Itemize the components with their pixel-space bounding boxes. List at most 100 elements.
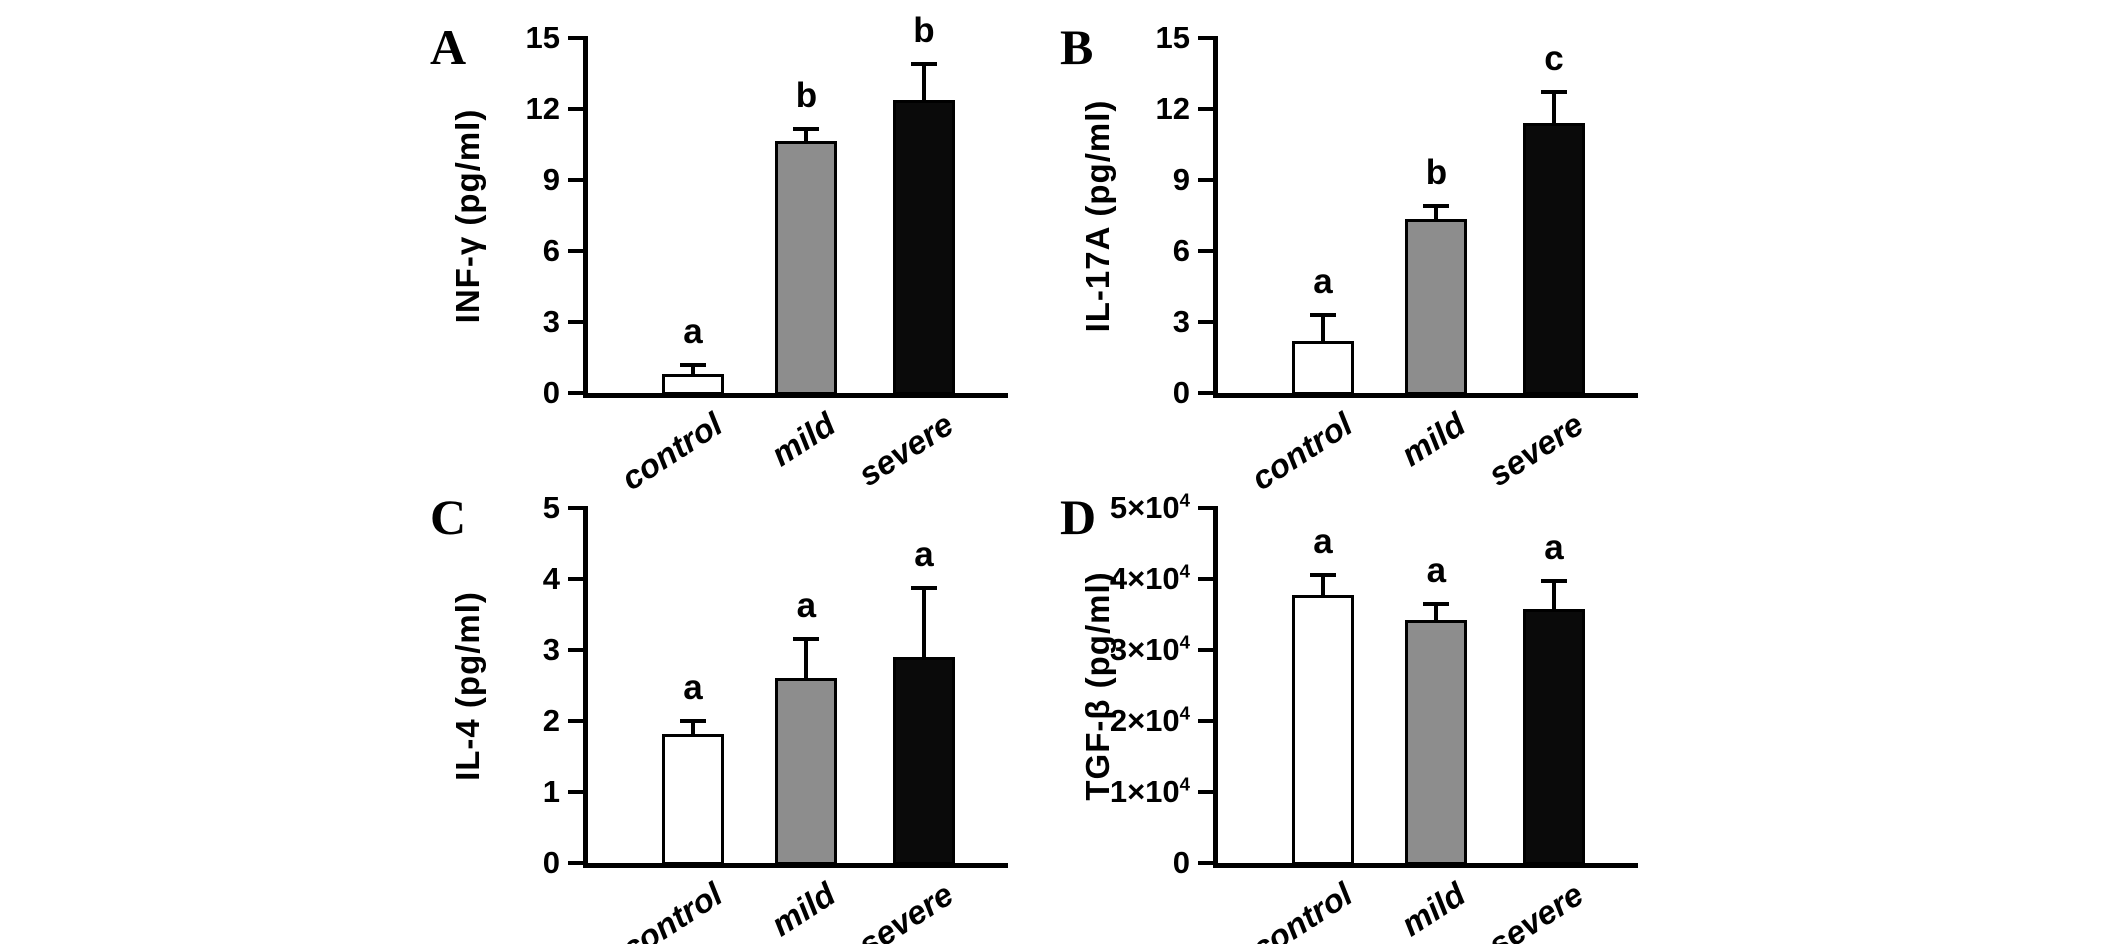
significance-letter-control: a <box>683 311 703 351</box>
significance-letter-mild: b <box>1425 153 1448 193</box>
y-axis-tick <box>1198 391 1213 395</box>
y-axis-tick <box>1198 719 1213 723</box>
bar-mild <box>1405 620 1468 865</box>
error-bar-line-control <box>1321 574 1325 595</box>
x-axis-line <box>583 863 1008 868</box>
panel-d-letter: D <box>1060 489 1097 545</box>
panel-d-y-axis-title: TGF-β (pg/ml) <box>1079 570 1116 801</box>
x-axis-line <box>1213 863 1638 868</box>
bar-mild <box>1405 219 1468 395</box>
y-axis-tick <box>568 107 583 111</box>
y-axis-tick <box>1198 790 1213 794</box>
y-axis-tick-label: 0 <box>542 845 560 880</box>
error-bar-line-control <box>691 364 695 375</box>
error-bar-line-mild <box>1434 603 1439 621</box>
significance-letter-severe: a <box>914 535 934 575</box>
y-axis-tick <box>1198 577 1213 581</box>
y-axis-line <box>583 36 588 398</box>
y-axis-tick <box>568 249 583 253</box>
y-axis-tick <box>1198 36 1213 40</box>
y-axis-tick-label: 4 <box>542 561 560 596</box>
panel-c-letter: C <box>430 489 467 545</box>
y-axis-line <box>1213 36 1218 398</box>
y-axis-tick <box>1198 648 1213 652</box>
panel-b-y-axis-title: IL-17A (pg/ml) <box>1079 99 1116 332</box>
error-bar-cap-severe <box>911 62 937 67</box>
y-axis-tick <box>1198 320 1213 324</box>
y-axis-tick-label: 15 <box>525 20 560 55</box>
y-axis-line <box>1213 506 1218 868</box>
y-axis-tick-label: 3 <box>542 304 560 339</box>
y-axis-tick <box>1198 178 1213 182</box>
exponent: 4 <box>1179 702 1190 724</box>
significance-letter-control: a <box>1313 521 1333 561</box>
error-bar-cap-control <box>680 362 706 367</box>
y-axis-tick-label: 12 <box>525 91 560 126</box>
error-bar-cap-control <box>680 719 706 723</box>
exponent: 4 <box>1179 489 1190 511</box>
y-axis-tick-label: 3 <box>542 632 560 667</box>
error-bar-cap-control <box>1310 572 1336 577</box>
significance-letter-mild: a <box>1426 550 1447 590</box>
error-bar-cap-mild <box>1423 601 1450 606</box>
y-axis-tick <box>568 861 583 865</box>
error-bar-line-severe <box>922 588 926 658</box>
y-axis-tick-label: 0 <box>1172 375 1190 410</box>
y-axis-tick <box>568 320 583 324</box>
error-bar-line-severe <box>922 64 926 100</box>
bar-control <box>662 374 724 395</box>
error-bar-cap-mild <box>793 127 820 132</box>
y-axis-tick-label: 3 <box>1172 304 1190 339</box>
significance-letter-severe: c <box>1544 39 1564 79</box>
x-axis-label-control: control <box>1244 875 1359 944</box>
bar-severe <box>1523 123 1585 395</box>
error-bar-cap-severe <box>1541 579 1567 584</box>
panel-a-y-axis-title: INF-γ (pg/ml) <box>449 108 486 323</box>
error-bar-cap-mild <box>793 637 820 642</box>
x-axis-label-control: control <box>614 875 729 944</box>
bar-mild <box>775 678 838 865</box>
y-axis-tick-label: 0 <box>1172 845 1190 880</box>
significance-letter-severe: a <box>1544 528 1564 568</box>
y-axis-tick-label: 2 <box>542 703 560 738</box>
panel-b: B IL-17A (pg/ml) 0 3 6 9 12 15 a control b mild c s… <box>1058 8 1706 497</box>
error-bar-line-control <box>1321 314 1325 341</box>
y-axis-tick-label: 6 <box>542 233 560 268</box>
panel-a-letter: A <box>430 19 467 75</box>
y-axis-tick <box>568 506 583 510</box>
exponent: 4 <box>1179 773 1190 795</box>
bar-control <box>662 733 724 865</box>
x-axis-line <box>583 393 1008 398</box>
y-axis-tick-label: 9 <box>1172 162 1190 197</box>
error-bar-line-severe <box>1552 92 1556 124</box>
y-axis-tick <box>1198 249 1213 253</box>
y-axis-tick-label: 12 <box>1155 91 1190 126</box>
y-axis-tick <box>1198 107 1213 111</box>
error-bar-line-mild <box>804 639 809 679</box>
error-bar-line-severe <box>1552 581 1556 609</box>
significance-letter-mild: b <box>795 76 818 116</box>
panel-c: C IL-4 (pg/ml) 0 1 2 3 4 5 a control a mild a sever… <box>428 478 1076 944</box>
significance-letter-control: a <box>1313 261 1333 301</box>
y-axis-tick <box>568 391 583 395</box>
error-bar-cap-control <box>1310 312 1336 317</box>
y-axis-tick <box>568 178 583 182</box>
error-bar-cap-mild <box>1423 204 1450 209</box>
panel-a: A INF-γ (pg/ml) 0 3 6 9 12 15 a control b mild b se… <box>428 8 1076 497</box>
exponent: 4 <box>1179 560 1190 582</box>
y-axis-tick <box>568 719 583 723</box>
y-axis-tick-label: 6 <box>1172 233 1190 268</box>
y-axis-tick-label: 4×104 <box>1109 560 1190 596</box>
bar-control <box>1292 594 1354 865</box>
error-bar-cap-severe <box>911 586 937 591</box>
y-axis-tick-label: 0 <box>542 375 560 410</box>
y-axis-line <box>583 506 588 868</box>
error-bar-line-mild <box>804 129 809 141</box>
y-axis-tick <box>568 648 583 652</box>
panel-b-letter: B <box>1060 19 1094 75</box>
bar-severe <box>1523 608 1585 865</box>
y-axis-tick-label: 9 <box>542 162 560 197</box>
bar-control <box>1292 340 1354 395</box>
y-axis-tick-label: 1 <box>542 774 560 809</box>
